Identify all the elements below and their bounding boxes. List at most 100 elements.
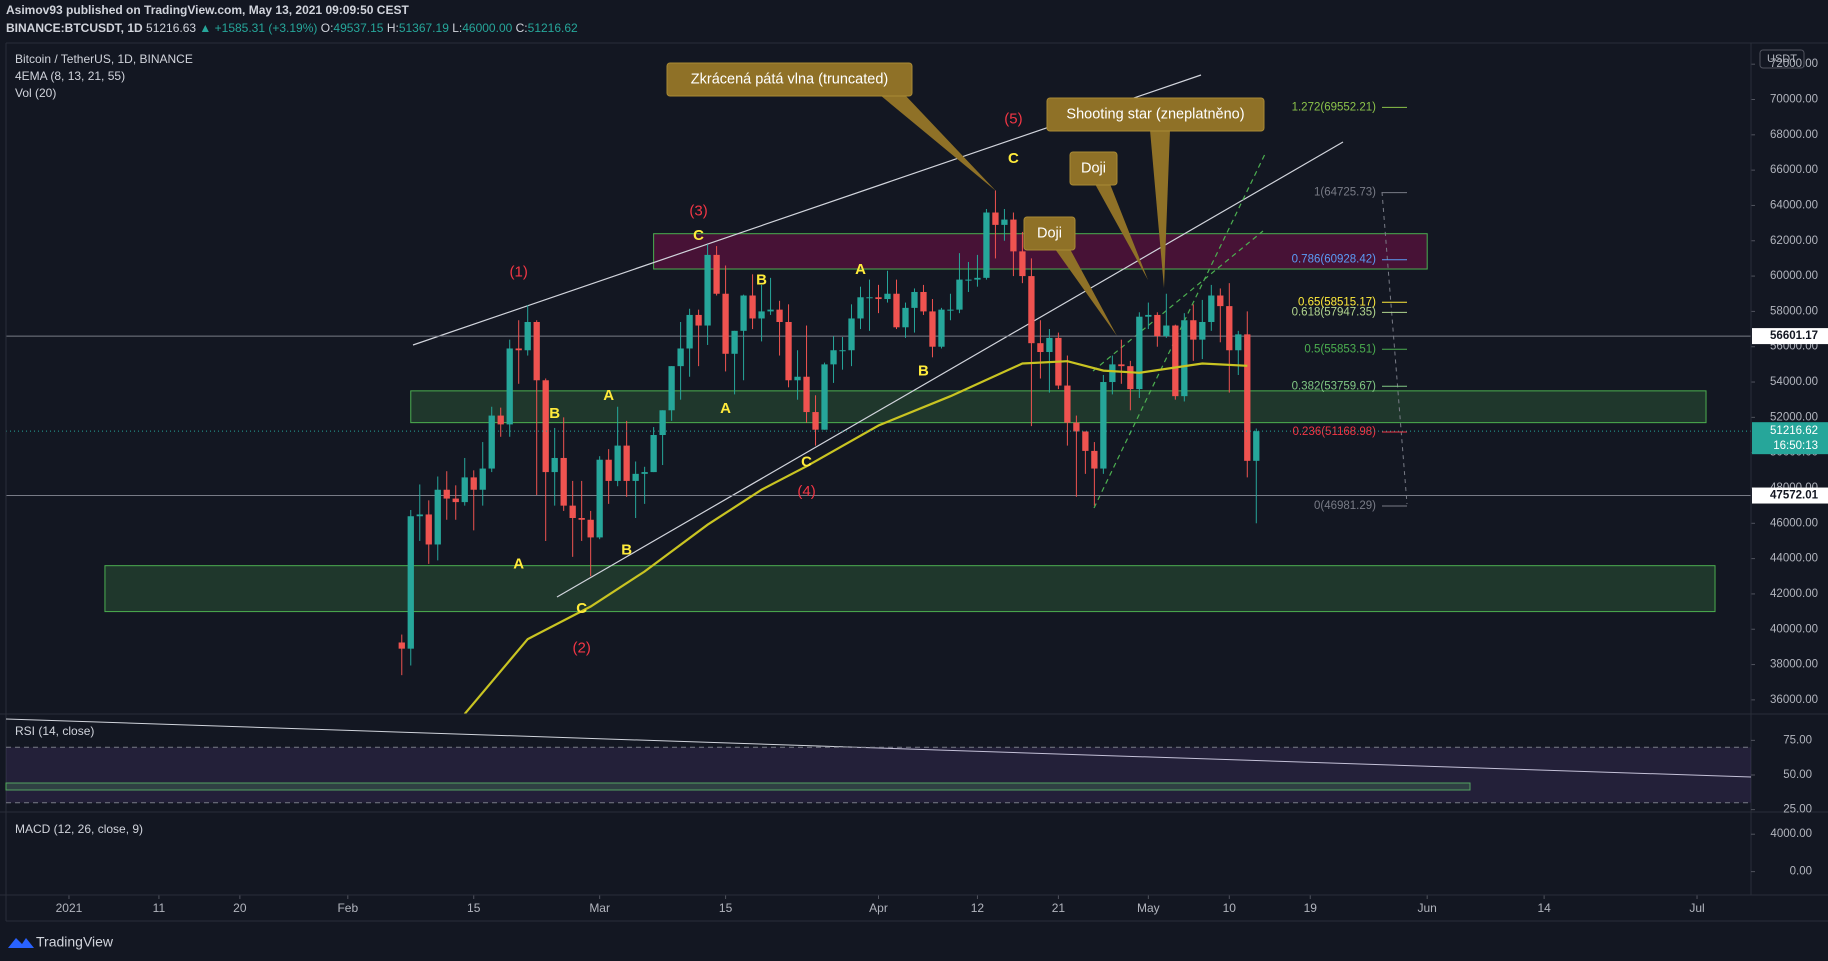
fib-label: 0.236(51168.98): [1292, 426, 1376, 438]
fib-label: 0.382(53759.67): [1292, 380, 1377, 392]
y-tick-label: 64000.00: [1770, 199, 1818, 211]
y-tick-label: 25.00: [1783, 804, 1812, 816]
wave-label: A: [720, 400, 731, 417]
fib-label: 0(46981.29): [1314, 500, 1376, 512]
candle-body: [542, 380, 549, 473]
x-tick-label: Feb: [337, 901, 358, 915]
candle-body: [659, 410, 666, 436]
candle-body: [1064, 385, 1071, 423]
candle-body: [1145, 314, 1152, 317]
candle-body: [947, 309, 954, 311]
pane-title: RSI (14, close): [15, 724, 94, 738]
callout-text: Doji: [1037, 225, 1062, 241]
y-tick-label: 58000.00: [1770, 305, 1818, 317]
candle-body: [956, 279, 963, 310]
wave-label: C: [1008, 150, 1019, 167]
logo: [8, 938, 34, 948]
candle-body: [452, 498, 459, 503]
candle-body: [1019, 251, 1026, 277]
y-tick-label: 40000.00: [1770, 623, 1818, 635]
candle-body: [983, 212, 990, 278]
candle-body: [1100, 382, 1107, 469]
candle-body: [902, 307, 909, 328]
wave-label: B: [756, 271, 767, 288]
price-label-box: [1752, 328, 1828, 345]
symbol: BINANCE:BTCUSDT, 1D: [6, 21, 143, 35]
ohlc-label: O:: [321, 21, 334, 35]
candle-body: [1190, 320, 1197, 340]
candle-body: [641, 472, 648, 474]
x-tick-label: 14: [1537, 901, 1551, 915]
candle-body: [1109, 364, 1116, 383]
candle-body: [560, 457, 567, 506]
wave-label: (2): [572, 639, 590, 656]
y-tick-label: 60000.00: [1770, 270, 1818, 282]
callout-box: [1023, 216, 1076, 251]
candle-body: [695, 314, 702, 326]
candle-body: [920, 291, 927, 312]
candle-body: [839, 350, 846, 352]
y-tick-label: 42000.00: [1770, 588, 1818, 600]
x-tick-label: Mar: [589, 901, 610, 915]
candle-body: [587, 519, 594, 538]
y-tick-label: 44000.00: [1770, 553, 1818, 565]
last-price-label: 51216.62: [1770, 425, 1818, 437]
candle-body: [794, 376, 801, 381]
candle-body: [1001, 219, 1008, 225]
candle-body: [812, 412, 819, 430]
y-tick-label: 66000.00: [1770, 164, 1818, 176]
candle-body: [686, 314, 693, 349]
y-tick-label: 36000.00: [1770, 694, 1818, 706]
candle-body: [1127, 366, 1134, 390]
candle-body: [1082, 431, 1089, 451]
ohlc-label: H:: [387, 21, 399, 35]
legend-entry: 4EMA (8, 13, 21, 55): [15, 69, 125, 83]
change: ▲ +1585.31 (+3.19%): [199, 21, 317, 35]
candle-body: [524, 321, 531, 351]
fib-label: 1.272(69552.21): [1292, 101, 1377, 113]
fib-label: 0.65(58515.17): [1298, 296, 1376, 308]
candle-body: [776, 309, 783, 322]
candle-body: [1010, 219, 1017, 252]
candle-body: [1037, 343, 1044, 353]
candle-body: [578, 517, 585, 520]
candle-body: [848, 318, 855, 351]
logo-icon: [8, 938, 34, 948]
candle-body: [875, 297, 882, 300]
candle-body: [551, 457, 558, 473]
y-tick-label: 70000.00: [1770, 94, 1818, 106]
zone: [104, 565, 1716, 613]
candle-body: [785, 321, 792, 381]
candle-body: [722, 293, 729, 354]
rsi-trend-line: [5, 718, 1752, 778]
candle-body: [443, 489, 450, 499]
candle-body: [1181, 320, 1188, 397]
candle-body: [1046, 337, 1053, 353]
candle-body: [416, 514, 423, 517]
y-tick-label: 38000.00: [1770, 659, 1818, 671]
x-tick-label: 11: [153, 901, 166, 915]
candle-body: [1217, 295, 1224, 307]
last-price-box: [1752, 422, 1828, 455]
fib-label: 0.786(60928.42): [1292, 254, 1377, 266]
countdown: 16:50:13: [1773, 440, 1818, 452]
candle-body: [1172, 325, 1179, 397]
candle-body: [461, 477, 468, 503]
candle-body: [830, 350, 837, 365]
wave-label: (5): [1004, 110, 1022, 127]
callout-box: [666, 62, 913, 97]
ohlc-label: L:: [452, 21, 462, 35]
price-label: 47572.01: [1770, 490, 1819, 502]
candle-body: [497, 415, 504, 425]
candle-body: [623, 445, 630, 481]
x-tick-label: Apr: [869, 901, 888, 915]
wave-label: B: [621, 541, 632, 558]
ohlc-value: 49537.15: [333, 21, 383, 35]
wave-label: A: [603, 387, 614, 404]
y-tick-label: 46000.00: [1770, 517, 1818, 529]
candle-body: [866, 297, 873, 299]
candle-body: [1028, 276, 1035, 344]
candle-body: [596, 459, 603, 538]
